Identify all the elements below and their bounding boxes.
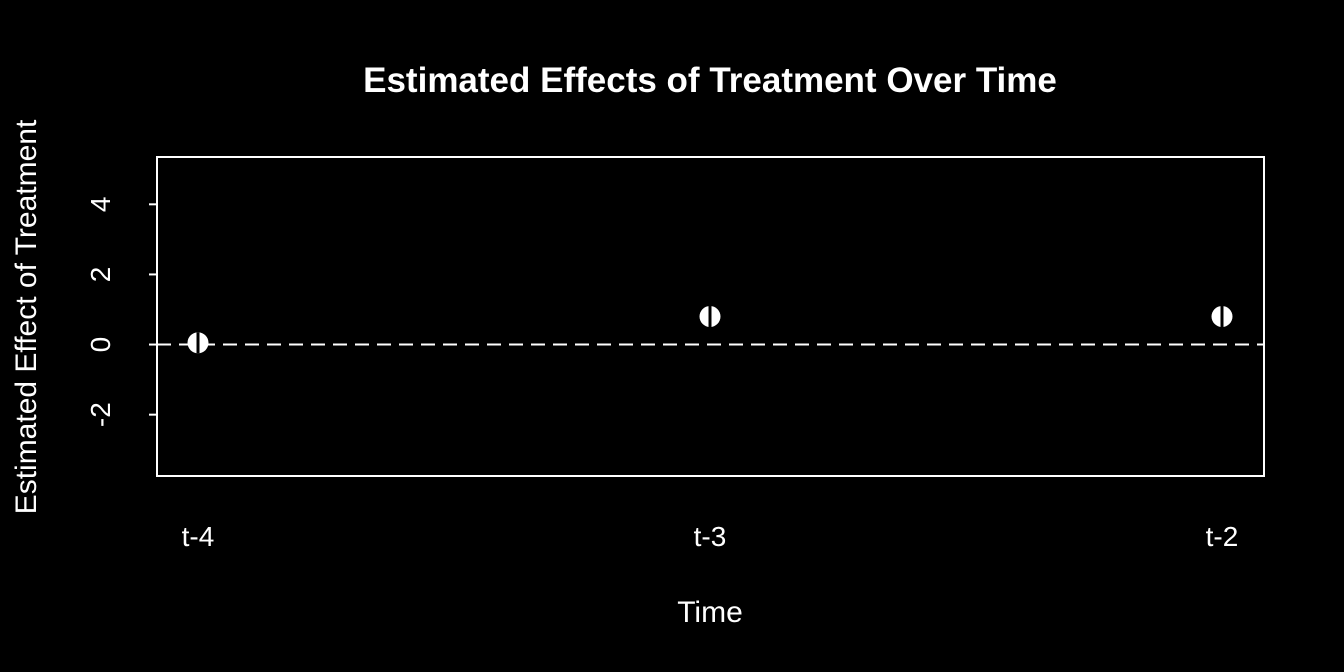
x-axis-label: Time (677, 596, 743, 629)
y-tick-label: 4 (85, 197, 116, 213)
plot-frame (156, 156, 1265, 477)
plot-area: -2 0 2 4 t-4 t-3 t-2 (85, 156, 1265, 552)
x-tick-label: t-3 (694, 521, 727, 552)
y-tick-label: 0 (85, 337, 116, 353)
x-tick-label: t-2 (1206, 521, 1239, 552)
y-axis-label: Estimated Effect of Treatment (10, 119, 43, 514)
chart-title: Estimated Effects of Treatment Over Time (363, 61, 1057, 100)
x-tick-label: t-4 (182, 521, 215, 552)
y-tick-label: 2 (85, 267, 116, 283)
y-tick-label: -2 (85, 402, 116, 427)
